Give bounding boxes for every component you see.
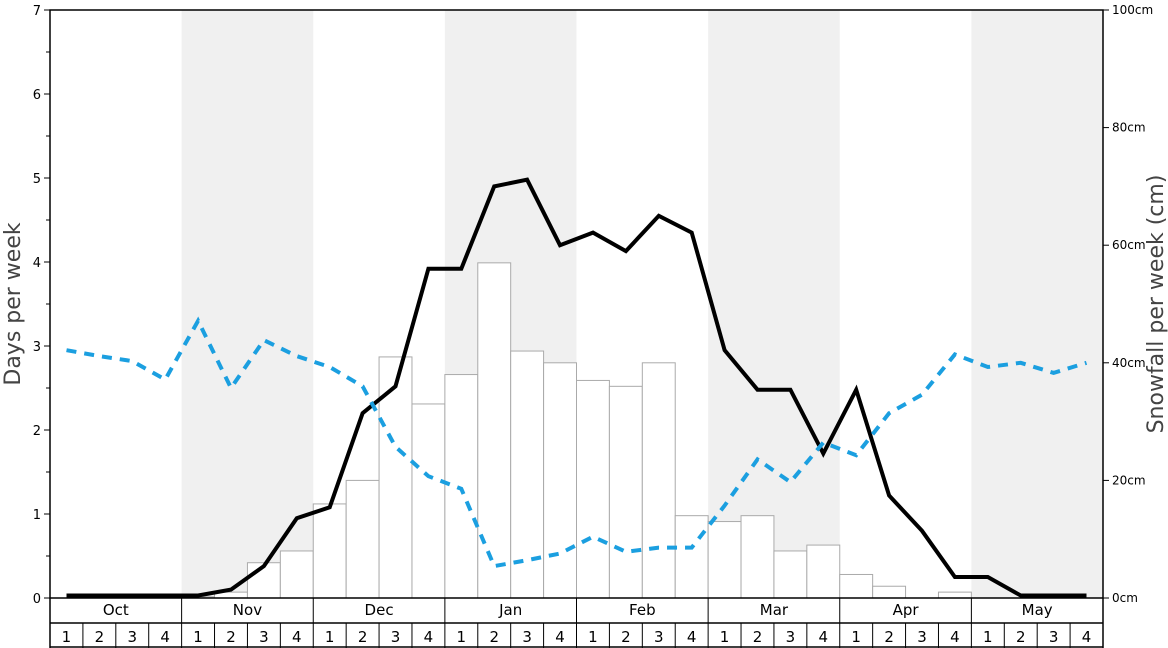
solid-series-line — [66, 177, 1087, 598]
week-label: 2 — [358, 628, 368, 646]
week-label: 3 — [786, 628, 796, 646]
week-label: 4 — [819, 628, 829, 646]
right-axis-title: Snowfall per week (cm) — [1144, 175, 1168, 434]
right-tick-label: 20cm — [1112, 473, 1146, 487]
week-label: 2 — [1016, 628, 1026, 646]
snowfall-bar — [477, 262, 512, 599]
snowfall-bar — [246, 562, 281, 599]
week-label: 4 — [950, 628, 960, 646]
week-label: 1 — [720, 628, 730, 646]
week-label: 1 — [325, 628, 335, 646]
series-lines — [66, 177, 1088, 598]
month-label: Dec — [365, 601, 394, 619]
week-label: 2 — [884, 628, 894, 646]
month-shade-may — [971, 10, 1103, 598]
week-label: 3 — [654, 628, 664, 646]
week-label: 1 — [193, 628, 203, 646]
right-tick-label: 0cm — [1112, 591, 1138, 605]
left-axis-ticks: 0 1 2 3 4 5 6 7 — [33, 4, 50, 607]
week-label: 1 — [851, 628, 861, 646]
left-tick-label: 6 — [33, 88, 41, 103]
snowfall-bar — [773, 550, 808, 599]
week-label: 1 — [62, 628, 72, 646]
left-tick-label: 3 — [33, 340, 41, 355]
week-label: 1 — [983, 628, 993, 646]
x-axis-table: Oct 1 2 3 4 Nov 1 2 3 4 Dec 1 2 3 4 Jan 1 2 3 4 Feb 1 2 3 4 Mar 1 2… — [49, 598, 1104, 648]
week-label: 3 — [391, 628, 401, 646]
right-tick-label: 40cm — [1112, 356, 1146, 370]
week-label: 2 — [226, 628, 236, 646]
snowfall-bar — [674, 515, 709, 599]
snowfall-bar — [378, 356, 413, 599]
week-label: 1 — [588, 628, 598, 646]
snowfall-bar — [872, 585, 907, 599]
left-axis-title: Days per week — [1, 222, 26, 385]
week-label: 3 — [522, 628, 532, 646]
snowfall-bar — [641, 362, 676, 599]
month-label: May — [1022, 601, 1053, 619]
snowfall-bar — [411, 403, 446, 599]
week-label: 2 — [621, 628, 631, 646]
dashed-series-line — [66, 316, 1088, 569]
week-label: 2 — [753, 628, 763, 646]
month-label: Jan — [498, 601, 522, 619]
month-label: Feb — [629, 601, 656, 619]
snowfall-bar — [740, 515, 775, 599]
month-shade-mar — [708, 10, 840, 598]
snowfall-bar — [444, 374, 479, 599]
snowfall-bar — [608, 385, 643, 599]
snowfall-bar — [937, 591, 972, 599]
left-tick-label: 0 — [33, 592, 41, 607]
month-shade-nov — [181, 10, 314, 598]
snowfall-bars — [181, 262, 972, 599]
right-axis-ticks: 0cm 20cm 40cm 60cm 80cm 100cm — [1103, 3, 1153, 605]
week-label: 4 — [687, 628, 697, 646]
week-label: 4 — [292, 628, 302, 646]
week-label: 2 — [489, 628, 499, 646]
snowfall-bar — [543, 362, 577, 599]
left-tick-label: 5 — [33, 172, 41, 187]
snowfall-bar — [345, 479, 380, 599]
week-label: 2 — [95, 628, 105, 646]
snowfall-bar — [707, 521, 742, 599]
week-label: 1 — [457, 628, 467, 646]
week-label: 4 — [424, 628, 434, 646]
snowfall-bar — [839, 573, 874, 599]
snowfall-bar — [279, 550, 314, 599]
week-label: 3 — [127, 628, 137, 646]
week-label: 4 — [555, 628, 565, 646]
month-label: Mar — [760, 601, 789, 619]
left-tick-label: 4 — [33, 256, 41, 271]
snowfall-bar — [806, 544, 841, 599]
month-label: Apr — [893, 601, 920, 619]
snowfall-bar — [576, 379, 610, 599]
month-label: Nov — [233, 601, 262, 619]
week-label: 3 — [259, 628, 269, 646]
week-label: 3 — [1049, 628, 1059, 646]
week-label: 4 — [160, 628, 170, 646]
right-tick-label: 100cm — [1112, 3, 1153, 17]
week-label: 3 — [917, 628, 927, 646]
left-tick-label: 2 — [33, 424, 41, 439]
right-tick-label: 80cm — [1112, 121, 1146, 135]
right-tick-label: 60cm — [1112, 238, 1146, 252]
week-label: 4 — [1082, 628, 1092, 646]
left-tick-label: 1 — [33, 508, 41, 523]
month-label: Oct — [103, 601, 129, 619]
left-tick-label: 7 — [33, 4, 41, 19]
snowfall-bar — [312, 503, 347, 599]
